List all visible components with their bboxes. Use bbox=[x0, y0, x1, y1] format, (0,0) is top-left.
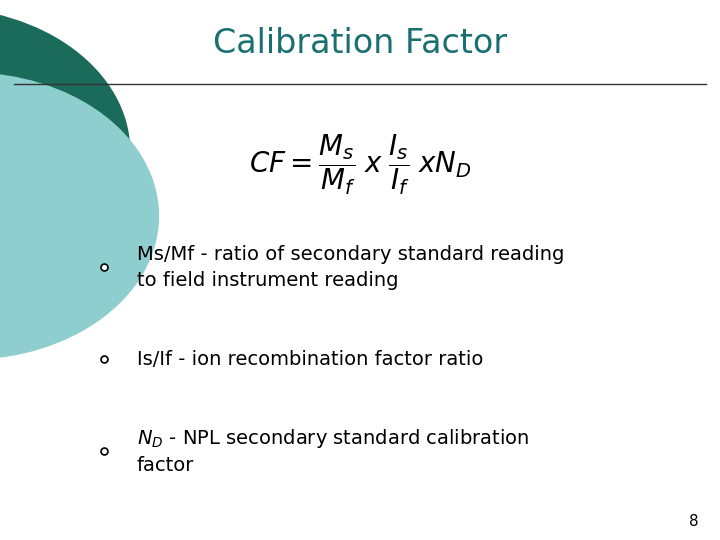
Text: 8: 8 bbox=[689, 514, 698, 529]
Text: Is/If - ion recombination factor ratio: Is/If - ion recombination factor ratio bbox=[137, 349, 483, 369]
Circle shape bbox=[0, 73, 158, 359]
Text: Calibration Factor: Calibration Factor bbox=[213, 26, 507, 60]
Circle shape bbox=[0, 8, 130, 294]
Text: $N_D$ - NPL secondary standard calibration
factor: $N_D$ - NPL secondary standard calibrati… bbox=[137, 427, 529, 475]
Text: Ms/Mf - ratio of secondary standard reading
to field instrument reading: Ms/Mf - ratio of secondary standard read… bbox=[137, 245, 564, 289]
Text: $CF = \dfrac{M_s}{M_f} \; x \; \dfrac{I_s}{I_f} \; xN_D$: $CF = \dfrac{M_s}{M_f} \; x \; \dfrac{I_… bbox=[248, 132, 472, 197]
